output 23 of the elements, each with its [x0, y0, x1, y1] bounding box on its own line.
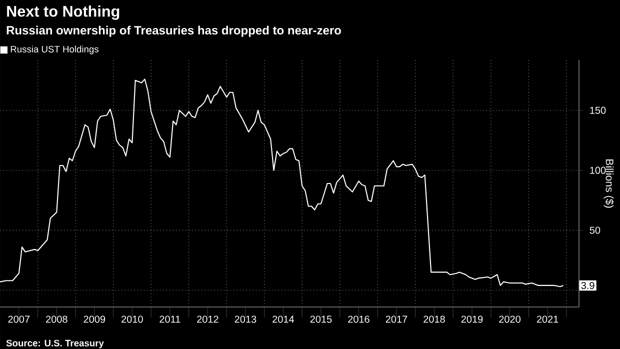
x-tick-label: 2012 — [197, 316, 218, 323]
x-tick-label: 2021 — [536, 316, 558, 323]
x-tick-label: 2017 — [386, 316, 408, 323]
x-tick-label: 2010 — [122, 316, 143, 323]
source-note: Source: U.S. Treasury — [6, 340, 104, 348]
x-tick-label: 2015 — [310, 316, 332, 323]
annotation: 3.9 — [581, 282, 594, 290]
x-tick-label: 2011 — [160, 316, 180, 323]
x-tick-label: 2009 — [84, 316, 106, 323]
x-tick-label: 2016 — [348, 316, 370, 323]
x-tick-label: 2019 — [461, 316, 483, 323]
chart-subtitle: Russian ownership of Treasuries has dropped to near-zero — [6, 26, 341, 37]
x-tick-label: 2014 — [272, 316, 294, 323]
x-tick-label: 2008 — [46, 316, 68, 323]
chart-title: Next to Nothing — [7, 5, 120, 20]
legend-label: Russia UST Holdings — [10, 46, 98, 54]
y-tick-label: 50 — [590, 226, 600, 234]
x-tick-label: 2007 — [8, 316, 30, 323]
y-tick-label: 150 — [590, 106, 606, 114]
y-tick-label: 100 — [590, 166, 606, 174]
x-tick-label: 2013 — [234, 316, 256, 323]
x-tick-label: 2018 — [424, 316, 445, 323]
x-tick-label: 2020 — [499, 316, 520, 323]
